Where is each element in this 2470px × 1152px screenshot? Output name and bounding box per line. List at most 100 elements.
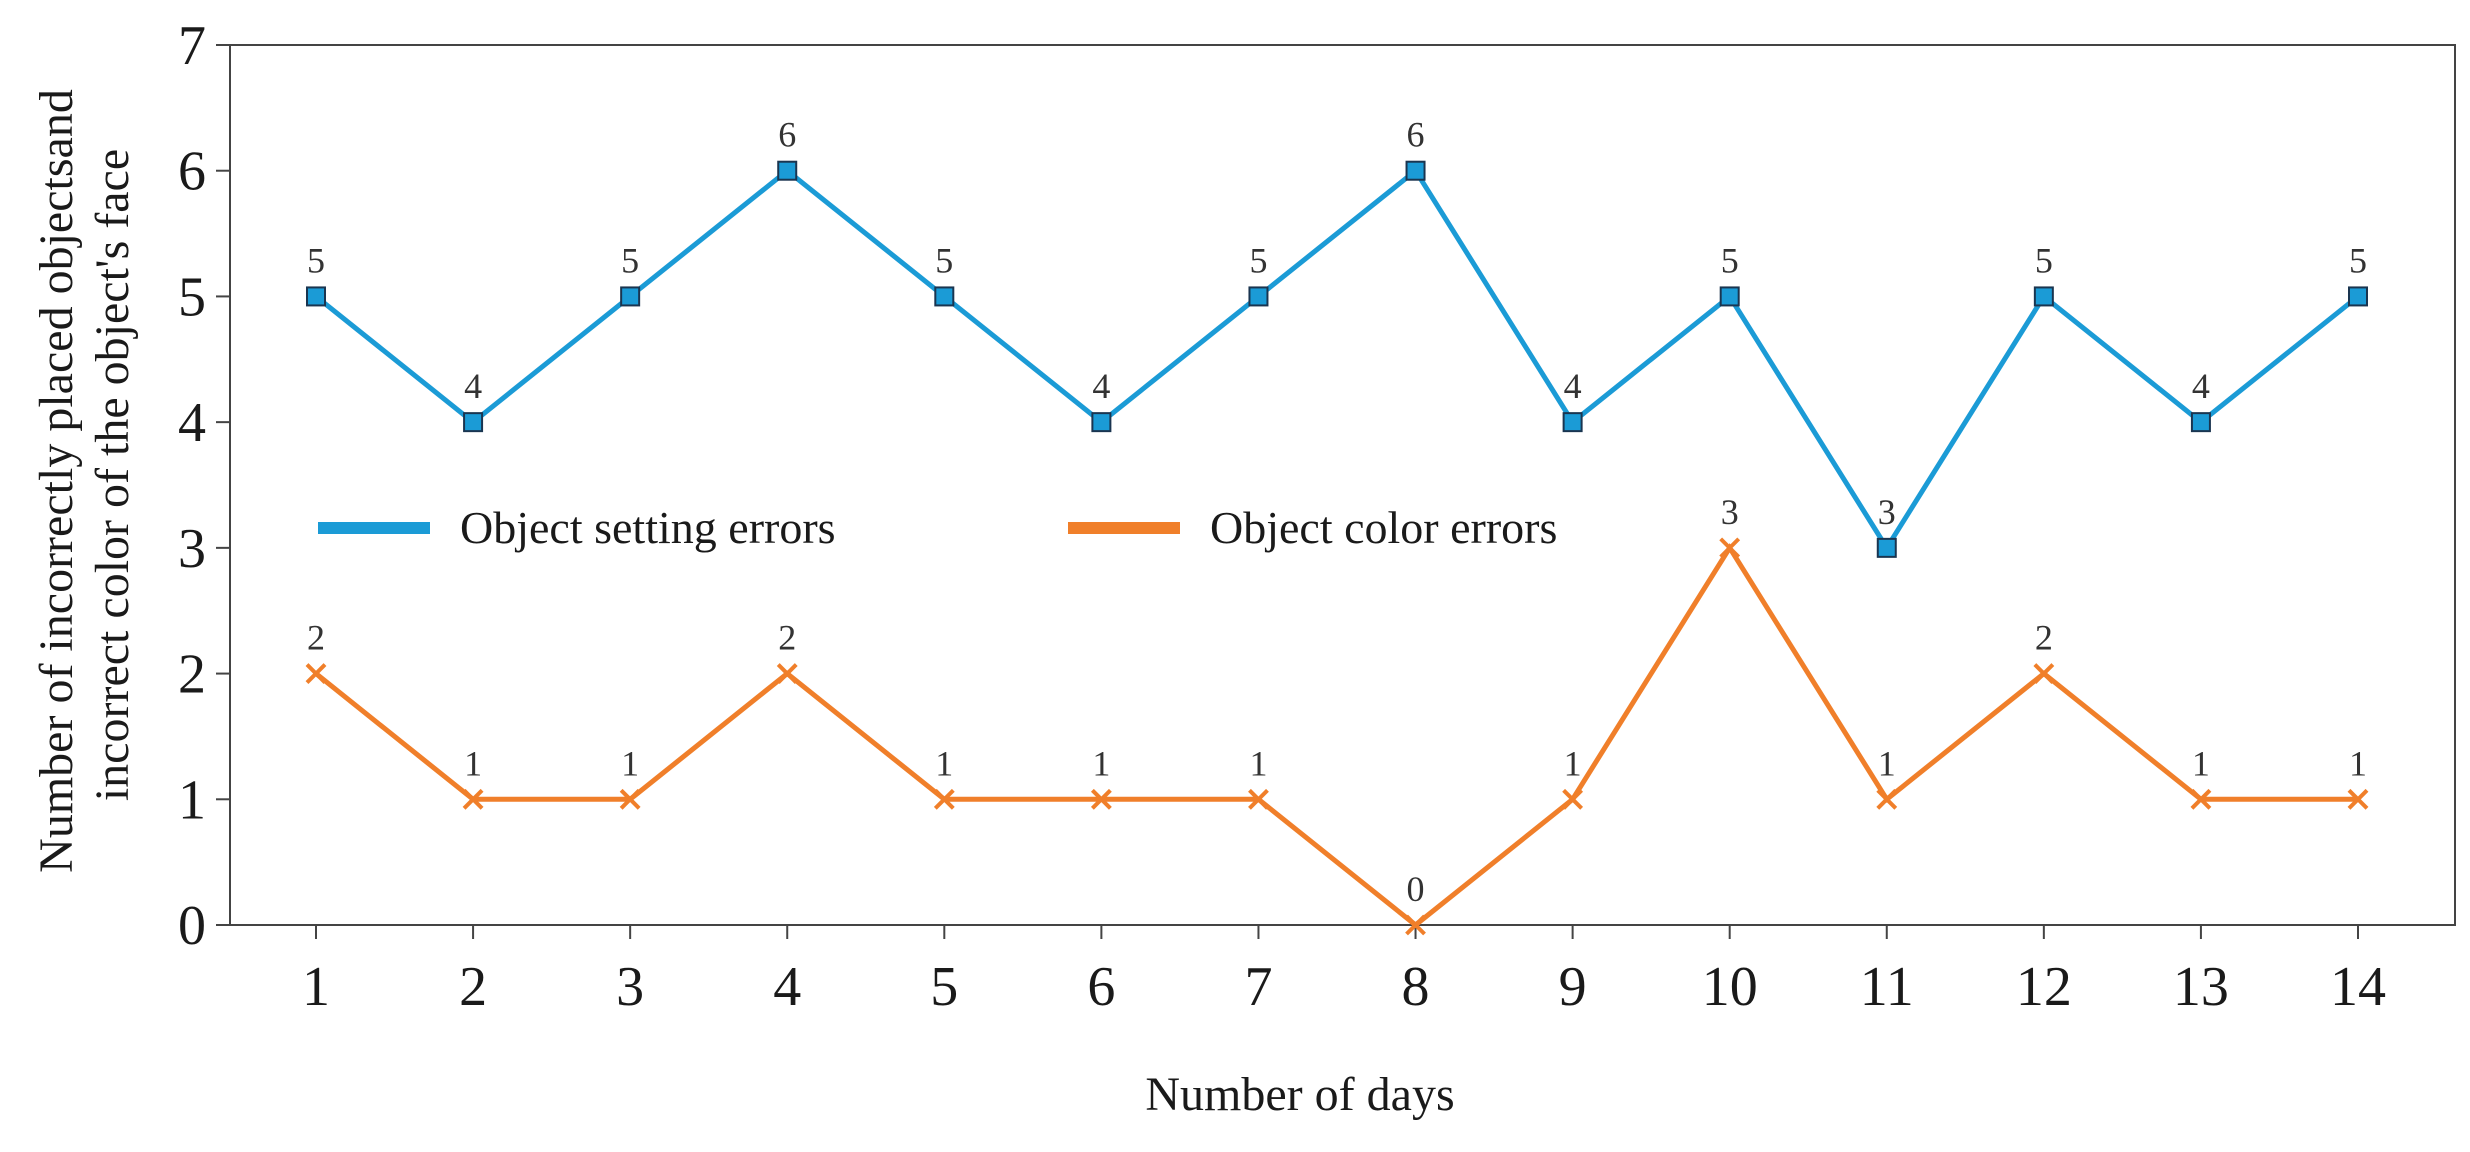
data-label: 6 [1407, 115, 1425, 155]
x-tick-label: 14 [2330, 956, 2386, 1018]
data-label: 1 [621, 743, 639, 783]
x-tick-label: 6 [1087, 956, 1115, 1018]
data-label: 1 [1564, 743, 1582, 783]
data-point [462, 788, 484, 810]
data-point [620, 286, 641, 307]
data-point-stroke [305, 663, 327, 684]
data-point [1876, 537, 1897, 558]
data-label: 3 [1878, 492, 1896, 532]
data-label: 1 [464, 743, 482, 783]
data-label: 1 [1878, 743, 1896, 783]
x-tick-label: 2 [459, 956, 487, 1018]
data-point [933, 788, 955, 810]
y-tick-label: 5 [178, 266, 206, 328]
data-label: 4 [1564, 366, 1582, 406]
x-tick-label: 13 [2173, 956, 2229, 1018]
x-tick-label: 10 [1702, 956, 1758, 1018]
series-line [314, 543, 2358, 929]
data-label: 1 [2349, 743, 2367, 783]
data-label: 2 [307, 618, 325, 658]
y-axis-title-line-2: incorrect color of the object's face [86, 149, 139, 801]
data-label: 5 [307, 240, 325, 280]
data-point-stroke [619, 788, 641, 810]
data-point-stroke [2347, 788, 2369, 810]
x-tick-label: 9 [1559, 956, 1587, 1018]
data-point [2347, 788, 2369, 810]
data-point [1405, 914, 1426, 936]
y-tick-label: 0 [178, 895, 206, 957]
data-point [1248, 788, 1269, 810]
x-tick-label: 7 [1244, 956, 1272, 1018]
x-tick-label: 8 [1402, 956, 1430, 1018]
y-tick-label: 1 [178, 769, 206, 831]
data-label: 4 [2192, 366, 2210, 406]
data-point-stroke [1876, 788, 1898, 810]
data-point [1090, 788, 1112, 810]
data-point [2033, 663, 2055, 684]
data-point [1562, 412, 1583, 433]
y-axis-title: Number of incorrectly placed objectsand … [30, 77, 139, 873]
data-point [1876, 788, 1898, 810]
data-point-stroke [2190, 788, 2212, 810]
x-tick-label: 3 [616, 956, 644, 1018]
data-label: 4 [1092, 366, 1110, 406]
x-axis-title: Number of days [1145, 1068, 1454, 1121]
data-label: 5 [2349, 240, 2367, 280]
legend-item: Object color errors [1068, 502, 1557, 553]
data-label: 1 [2192, 743, 2210, 783]
data-point [2348, 286, 2368, 307]
data-label: 1 [1092, 743, 1110, 783]
series-line [314, 167, 2360, 553]
data-point [1248, 286, 1269, 307]
data-point [2190, 788, 2212, 810]
data-label: 0 [1407, 869, 1425, 909]
data-label: 6 [778, 115, 796, 155]
data-label: 5 [935, 240, 953, 280]
data-label: 5 [1721, 240, 1739, 280]
data-point [2190, 412, 2211, 433]
legend-label: Object setting errors [460, 502, 836, 553]
x-tick-label: 12 [2016, 956, 2072, 1018]
x-tick-label: 4 [773, 956, 801, 1018]
data-point-stroke [933, 788, 955, 810]
data-point [1405, 160, 1426, 181]
data-point-stroke [1405, 914, 1426, 936]
data-point-stroke [462, 788, 484, 810]
data-label: 5 [1249, 240, 1267, 280]
data-label: 5 [2035, 240, 2053, 280]
data-point-stroke [776, 663, 798, 684]
data-point [2033, 286, 2054, 307]
data-label: 2 [778, 618, 796, 658]
data-point-stroke [2033, 663, 2055, 684]
data-label: 1 [935, 743, 953, 783]
data-point-stroke [1562, 788, 1584, 810]
x-tick-label: 11 [1860, 956, 1914, 1018]
data-point [934, 286, 955, 307]
data-point [1719, 537, 1741, 559]
data-label: 3 [1721, 492, 1739, 532]
data-point-stroke [1248, 788, 1269, 810]
y-tick-label: 4 [178, 392, 206, 454]
y-tick-label: 3 [178, 518, 206, 580]
legend-label: Object color errors [1210, 502, 1557, 553]
data-point [1562, 788, 1584, 810]
y-axis-title-line-1: Number of incorrectly placed objectsand [30, 89, 83, 873]
x-tick-label: 5 [930, 956, 958, 1018]
data-point [1719, 286, 1740, 307]
data-point [776, 663, 798, 684]
data-point-stroke [1090, 788, 1112, 810]
y-tick-label: 6 [178, 141, 206, 203]
data-label: 1 [1249, 743, 1267, 783]
data-point [1091, 412, 1112, 433]
data-point-stroke [1719, 537, 1741, 559]
data-label: 5 [621, 240, 639, 280]
legend-item: Object setting errors [318, 502, 836, 553]
data-point [619, 788, 641, 810]
data-label: 2 [2035, 618, 2053, 658]
y-tick-label: 2 [178, 644, 206, 706]
x-tick-label: 1 [302, 956, 330, 1018]
y-tick-label: 7 [178, 15, 206, 77]
plot-frame [229, 44, 2456, 926]
